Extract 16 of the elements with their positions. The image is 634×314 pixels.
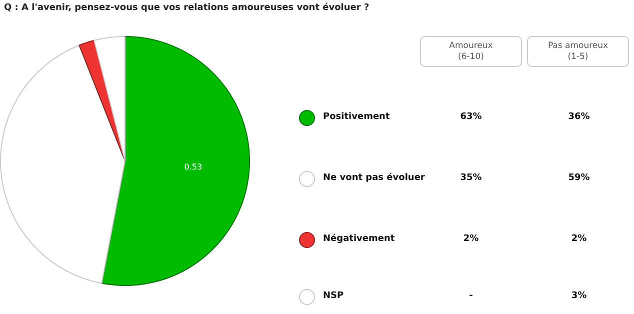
y-tick-label: Ne vont pas évoluer	[323, 173, 425, 183]
y-tick-label: NSP	[323, 291, 344, 301]
data-label: 2%	[462, 234, 480, 244]
y-tick-label: Positivement	[323, 112, 390, 122]
text: -	[469, 291, 473, 301]
chart-title: Q : A l'avenir, pensez-vous que vos relations amoureuses vont évoluer ?	[4, 3, 370, 13]
x-tick-label: Pas amoureux (1-5)	[527, 36, 629, 67]
data-label: 59%	[567, 173, 591, 183]
data-label: 0.53	[184, 162, 202, 172]
data-label: 63%	[459, 112, 483, 122]
data-label: 36%	[567, 112, 591, 122]
x-tick-label: Amoureux (6-10)	[420, 36, 522, 67]
data-label: 35%	[459, 173, 483, 183]
y-tick-label: Négativement	[323, 234, 395, 244]
data-label: 2%	[570, 234, 588, 244]
data-label: 3%	[570, 291, 588, 301]
